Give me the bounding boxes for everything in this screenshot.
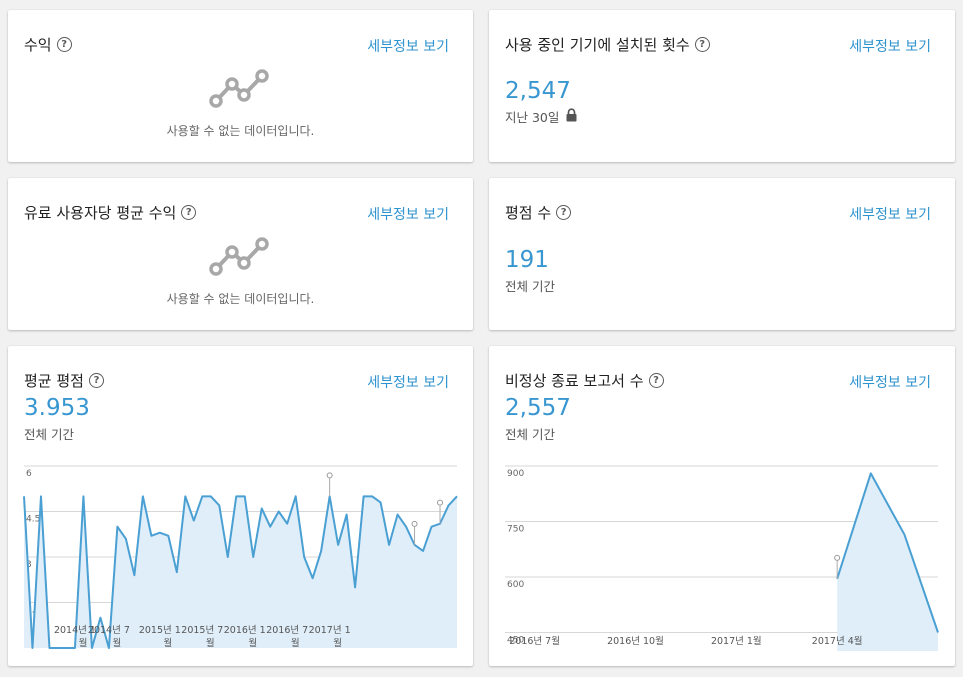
- annotation-marker: [437, 499, 444, 506]
- ratings-count-details-link[interactable]: 세부정보 보기: [849, 207, 931, 223]
- lock-icon: [566, 108, 577, 125]
- installs-title: 사용 중인 기기에 설치된 횟수 ?: [505, 34, 710, 55]
- ratings-count-card: 평점 수 ? 세부정보 보기 191 전체 기간: [489, 178, 955, 330]
- y-tick-label: 3: [26, 560, 32, 570]
- ratings-count-title: 평점 수 ?: [505, 202, 572, 223]
- installs-period-text: 지난 30일: [505, 110, 560, 125]
- crash-reports-chart[interactable]: 450 600 750 900 2016년 7월 2016년 10월 2017년 1월 201…: [489, 346, 955, 666]
- help-icon[interactable]: ?: [694, 37, 710, 52]
- help-icon[interactable]: ?: [181, 205, 197, 220]
- x-tick-label: 2016년 7월: [509, 635, 560, 647]
- annotation-marker: [326, 472, 333, 479]
- x-tick-label: 2017년 4월: [812, 635, 863, 647]
- crash-reports-title: 비정상 종료 보고서 수 ?: [505, 370, 664, 391]
- crash-reports-period: 전체 기간: [505, 427, 555, 442]
- x-tick-label: 2017년 1월: [711, 635, 762, 647]
- no-data-chart-icon: [208, 69, 269, 108]
- y-tick-label: 750: [507, 525, 524, 535]
- ratings-count-period: 전체 기간: [505, 279, 555, 294]
- y-tick-label: 6: [26, 469, 32, 479]
- crash-reports-details-link[interactable]: 세부정보 보기: [849, 375, 931, 391]
- revenue-title-text: 수익: [24, 36, 52, 54]
- avg-rating-card: 평균 평점 ? 세부정보 보기 3.953 전체 기간 1.5 3 4.5 6 2014…: [8, 346, 473, 666]
- y-tick-label: 4.5: [26, 515, 40, 525]
- crash-reports-value: 2,557: [505, 395, 571, 421]
- series-line: [23, 495, 458, 649]
- revenue-title: 수익 ?: [24, 34, 72, 55]
- revenue-card: 수익 ? 세부정보 보기 사용할 수 없는 데이터입니다.: [8, 10, 473, 162]
- avg-rating-value: 3.953: [24, 395, 90, 421]
- arppu-card: 유료 사용자당 평균 수익 ? 세부정보 보기 사용할 수 없는 데이터입니다.: [8, 178, 473, 330]
- x-tick-label: 2016년 10월: [607, 635, 664, 647]
- arppu-empty-state: 사용할 수 없는 데이터입니다.: [8, 236, 473, 307]
- ratings-count-title-text: 평점 수: [505, 204, 552, 222]
- arppu-title: 유료 사용자당 평균 수익 ?: [24, 202, 197, 223]
- arppu-title-text: 유료 사용자당 평균 수익: [24, 204, 177, 222]
- no-data-message: 사용할 수 없는 데이터입니다.: [166, 124, 315, 138]
- no-data-message: 사용할 수 없는 데이터입니다.: [166, 292, 315, 306]
- series-area: [837, 473, 938, 651]
- installs-period: 지난 30일: [505, 107, 577, 126]
- avg-rating-details-link[interactable]: 세부정보 보기: [367, 375, 449, 391]
- y-tick-label: 600: [507, 580, 524, 590]
- series-line: [836, 472, 939, 633]
- crash-reports-card: 비정상 종료 보고서 수 ? 세부정보 보기 2,557 전체 기간 450 60…: [489, 346, 955, 666]
- help-icon[interactable]: ?: [88, 373, 104, 388]
- help-icon[interactable]: ?: [556, 205, 572, 220]
- installs-title-text: 사용 중인 기기에 설치된 횟수: [505, 36, 690, 54]
- revenue-details-link[interactable]: 세부정보 보기: [367, 39, 449, 55]
- avg-rating-title-text: 평균 평점: [24, 372, 84, 390]
- installs-details-link[interactable]: 세부정보 보기: [849, 39, 931, 55]
- help-icon[interactable]: ?: [648, 373, 664, 388]
- avg-rating-period: 전체 기간: [24, 427, 74, 442]
- annotation-marker: [411, 520, 418, 527]
- no-data-chart-icon: [208, 237, 269, 276]
- y-tick-label: 1.5: [26, 606, 40, 616]
- ratings-count-value: 191: [505, 247, 549, 273]
- installs-value: 2,547: [505, 78, 571, 104]
- crash-reports-title-text: 비정상 종료 보고서 수: [505, 372, 644, 390]
- installs-card: 사용 중인 기기에 설치된 횟수 ? 세부정보 보기 2,547 지난 30일: [489, 10, 955, 162]
- help-icon[interactable]: ?: [56, 37, 72, 52]
- y-tick-label: 450: [507, 636, 524, 646]
- y-tick-label: 900: [507, 469, 524, 479]
- revenue-empty-state: 사용할 수 없는 데이터입니다.: [8, 68, 473, 139]
- annotation-marker: [834, 554, 841, 561]
- arppu-details-link[interactable]: 세부정보 보기: [367, 207, 449, 223]
- avg-rating-title: 평균 평점 ?: [24, 370, 104, 391]
